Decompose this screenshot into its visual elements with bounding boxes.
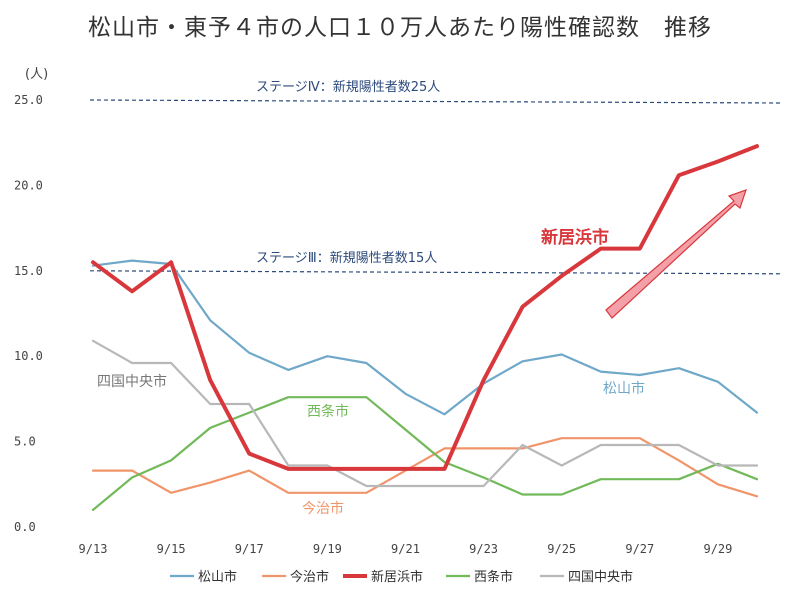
legend: 松山市 今治市 新居浜市 西条市 四国中央市 [170, 569, 633, 585]
series-line [91, 437, 759, 498]
legend-item: 西条市 [446, 569, 513, 585]
x-tick-label: 9/29 [703, 542, 732, 556]
x-tick-label: 9/21 [391, 542, 420, 556]
series-line [91, 259, 759, 416]
reference-line [89, 270, 781, 275]
chart-title: 松山市・東予４市の人口１０万人あたり陽性確認数 推移 [88, 15, 712, 41]
y-axis-unit-label: (人) [25, 67, 48, 82]
series-line [91, 144, 759, 471]
x-tick-label: 9/13 [79, 542, 108, 556]
x-tick-label: 9/27 [625, 542, 654, 556]
reference-line-label: ステージⅣ：新規陽性者数25人 [256, 79, 440, 95]
y-axis: 0.0 5.0 10.0 15.0 20.0 25.0 [14, 93, 43, 534]
series-annotation: 松山市 [603, 380, 645, 397]
x-tick-label: 9/19 [313, 542, 342, 556]
legend-label: 四国中央市 [568, 569, 633, 585]
reference-line [89, 99, 781, 104]
y-tick-label: 5.0 [14, 435, 36, 449]
y-tick-label: 25.0 [14, 93, 43, 107]
y-tick-label: 0.0 [14, 520, 36, 534]
trend-arrow [605, 189, 747, 319]
legend-label: 新居浜市 [371, 569, 423, 585]
legend-label: 西条市 [474, 569, 513, 585]
series-annotation: 今治市 [302, 500, 344, 517]
x-tick-label: 9/15 [157, 542, 186, 556]
x-tick-label: 9/25 [547, 542, 576, 556]
legend-item: 四国中央市 [540, 569, 633, 585]
y-tick-label: 10.0 [14, 349, 43, 363]
series-annotation: 西条市 [307, 403, 349, 420]
series-lines [91, 144, 759, 511]
y-tick-label: 20.0 [14, 178, 43, 192]
legend-label: 松山市 [198, 569, 237, 585]
series-annotation: 新居浜市 [541, 227, 609, 248]
legend-item: 今治市 [262, 569, 329, 585]
legend-item: 松山市 [170, 569, 237, 585]
series-line [91, 396, 759, 511]
series-line [91, 339, 759, 488]
x-tick-label: 9/23 [469, 542, 498, 556]
trend-arrow-shape [605, 189, 747, 319]
y-tick-label: 15.0 [14, 264, 43, 278]
legend-item: 新居浜市 [343, 569, 423, 585]
legend-label: 今治市 [290, 569, 329, 585]
reference-line-label: ステージⅢ：新規陽性者数15人 [256, 250, 437, 266]
x-tick-label: 9/17 [235, 542, 264, 556]
series-annotation: 四国中央市 [97, 373, 167, 390]
x-axis: 9/13 9/15 9/17 9/19 9/21 9/23 9/25 9/27 9/29 [79, 542, 733, 556]
